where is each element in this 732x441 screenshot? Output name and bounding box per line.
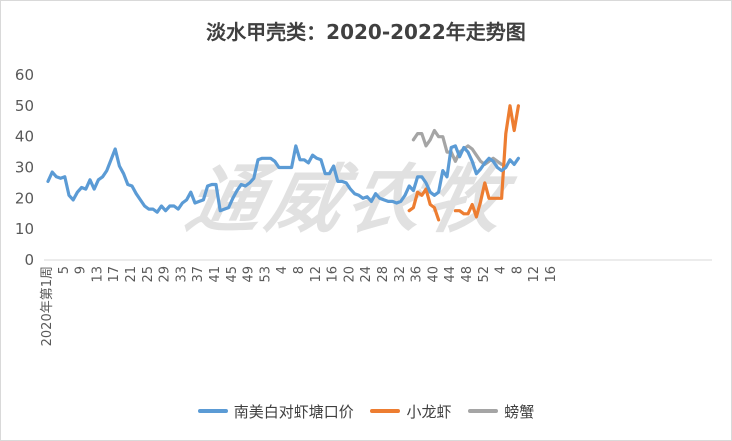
y-tick-label: 40	[15, 128, 34, 146]
x-tick-label: 4	[494, 266, 509, 274]
x-tick-label: 53	[258, 266, 273, 283]
x-tick-label: 9	[74, 266, 89, 274]
chart-title: 淡水甲壳类：2020-2022年走势图	[206, 20, 526, 44]
x-tick-label: 2020年第1周	[40, 266, 55, 346]
x-tick-label: 29	[158, 266, 173, 283]
x-axis: 2020年第1周 5 9 13 17 21 25 29 33 37 41 45 49 53 4 8 12 16 20…	[40, 259, 712, 346]
x-tick-label: 37	[191, 266, 206, 283]
legend-item-crayfish: 小龙虾	[370, 401, 452, 422]
legend-item-crab: 螃蟹	[468, 401, 534, 422]
x-tick-label: 21	[124, 266, 139, 283]
x-tick-label: 4	[275, 266, 290, 274]
legend-swatch	[468, 409, 499, 413]
legend-label: 螃蟹	[504, 402, 535, 421]
x-tick-label: 16	[326, 266, 341, 283]
legend-item-shrimp: 南美白对虾塘口价	[197, 401, 354, 422]
legend-swatch	[370, 409, 401, 413]
x-tick-label: 44	[443, 266, 458, 283]
x-tick-label: 12	[527, 266, 542, 283]
x-tick-label: 48	[460, 266, 475, 283]
y-axis: 0 10 20 30 40 50 60	[15, 66, 34, 269]
y-tick-label: 30	[15, 159, 34, 177]
legend-label: 小龙虾	[406, 402, 452, 421]
series-line-crayfish	[407, 187, 441, 222]
y-tick-label: 20	[15, 189, 34, 207]
x-tick-label: 16	[544, 266, 559, 283]
x-tick-label: 41	[208, 266, 223, 283]
x-tick-label: 36	[410, 266, 425, 283]
x-tick-label: 24	[359, 266, 374, 283]
x-tick-label: 13	[90, 266, 105, 283]
x-tick-label: 32	[393, 266, 408, 283]
y-tick-label: 60	[15, 66, 34, 84]
x-tick-label: 49	[242, 266, 257, 283]
x-tick-label: 20	[342, 266, 357, 283]
x-tick-label: 5	[57, 266, 72, 274]
y-tick-label: 50	[15, 97, 34, 115]
y-tick-label: 10	[15, 220, 34, 238]
plot-area	[46, 104, 521, 222]
x-tick-label: 12	[309, 266, 324, 283]
x-tick-label: 8	[510, 266, 525, 274]
x-tick-label: 52	[477, 266, 492, 283]
legend: 南美白对虾塘口价 小龙虾 螃蟹	[0, 399, 732, 422]
y-tick-label: 0	[24, 251, 34, 269]
x-tick-label: 33	[174, 266, 189, 283]
legend-label: 南美白对虾塘口价	[233, 402, 354, 421]
x-tick-label: 45	[225, 266, 240, 283]
x-tick-label: 40	[426, 266, 441, 283]
legend-swatch	[197, 409, 228, 413]
series-line-crayfish	[453, 104, 521, 219]
x-tick-label: 8	[292, 266, 307, 274]
x-tick-label: 17	[107, 266, 122, 283]
series-line-shrimp	[46, 144, 521, 214]
x-tick-label: 25	[141, 266, 156, 283]
x-tick-label: 28	[376, 266, 391, 283]
